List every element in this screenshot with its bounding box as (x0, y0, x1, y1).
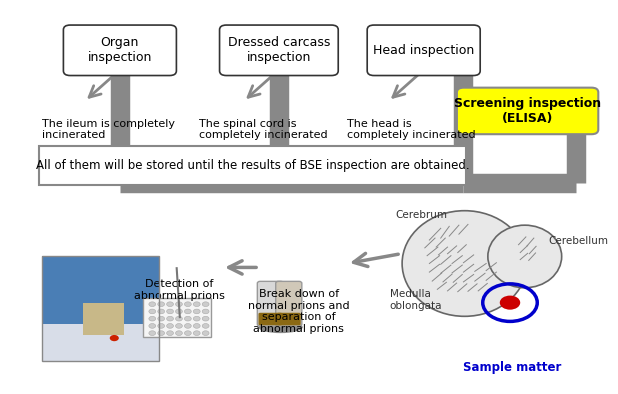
Circle shape (500, 296, 520, 310)
FancyBboxPatch shape (42, 256, 158, 324)
Ellipse shape (488, 225, 562, 288)
FancyBboxPatch shape (42, 324, 158, 361)
Circle shape (184, 323, 191, 328)
Circle shape (184, 302, 191, 307)
FancyBboxPatch shape (83, 303, 124, 335)
Circle shape (176, 323, 182, 328)
Text: Cerebrum: Cerebrum (396, 210, 447, 219)
Text: Screening inspection
(ELISA): Screening inspection (ELISA) (454, 97, 601, 125)
Text: Sample matter: Sample matter (464, 361, 562, 374)
Text: Detection of
abnormal prions: Detection of abnormal prions (134, 279, 225, 301)
Text: Cerebellum: Cerebellum (549, 236, 609, 246)
Text: The ileum is completely
incinerated: The ileum is completely incinerated (42, 119, 175, 140)
Text: Head inspection: Head inspection (373, 44, 475, 57)
Circle shape (176, 316, 182, 321)
Circle shape (149, 302, 156, 307)
Circle shape (176, 331, 182, 336)
Text: Medulla
oblongata: Medulla oblongata (389, 289, 442, 310)
Circle shape (167, 316, 174, 321)
Circle shape (149, 309, 156, 314)
Circle shape (167, 302, 174, 307)
Ellipse shape (258, 322, 303, 333)
Circle shape (193, 309, 200, 314)
Text: The head is
completely incinerated: The head is completely incinerated (347, 119, 476, 140)
Circle shape (149, 331, 156, 336)
Circle shape (176, 309, 182, 314)
Circle shape (158, 309, 164, 314)
FancyBboxPatch shape (143, 297, 211, 336)
Circle shape (184, 309, 191, 314)
Circle shape (149, 316, 156, 321)
FancyBboxPatch shape (457, 87, 598, 134)
Circle shape (202, 309, 209, 314)
FancyBboxPatch shape (40, 146, 466, 185)
FancyBboxPatch shape (276, 281, 302, 326)
Circle shape (193, 323, 200, 328)
Circle shape (167, 309, 174, 314)
Circle shape (167, 323, 174, 328)
FancyBboxPatch shape (219, 25, 338, 76)
FancyBboxPatch shape (257, 281, 284, 326)
Text: All of them will be stored until the results of BSE inspection are obtained.: All of them will be stored until the res… (36, 159, 470, 172)
Circle shape (158, 316, 164, 321)
FancyBboxPatch shape (277, 313, 301, 325)
Circle shape (158, 323, 164, 328)
Circle shape (202, 323, 209, 328)
Circle shape (184, 316, 191, 321)
Circle shape (158, 331, 164, 336)
Circle shape (167, 331, 174, 336)
Text: Organ
inspection: Organ inspection (88, 36, 152, 64)
Text: Dressed carcass
inspection: Dressed carcass inspection (227, 36, 330, 64)
Circle shape (176, 302, 182, 307)
Circle shape (193, 302, 200, 307)
Circle shape (193, 331, 200, 336)
Circle shape (202, 316, 209, 321)
FancyBboxPatch shape (367, 25, 480, 76)
Circle shape (158, 302, 164, 307)
Circle shape (110, 335, 119, 341)
Text: Break down of
normal prions and
separation of
abnormal prions: Break down of normal prions and separati… (248, 289, 350, 334)
FancyBboxPatch shape (64, 25, 176, 76)
Circle shape (202, 331, 209, 336)
Circle shape (202, 302, 209, 307)
Circle shape (149, 323, 156, 328)
FancyBboxPatch shape (258, 313, 282, 325)
Circle shape (184, 331, 191, 336)
Ellipse shape (402, 211, 527, 316)
Circle shape (193, 316, 200, 321)
Text: The spinal cord is
completely incinerated: The spinal cord is completely incinerate… (200, 119, 328, 140)
